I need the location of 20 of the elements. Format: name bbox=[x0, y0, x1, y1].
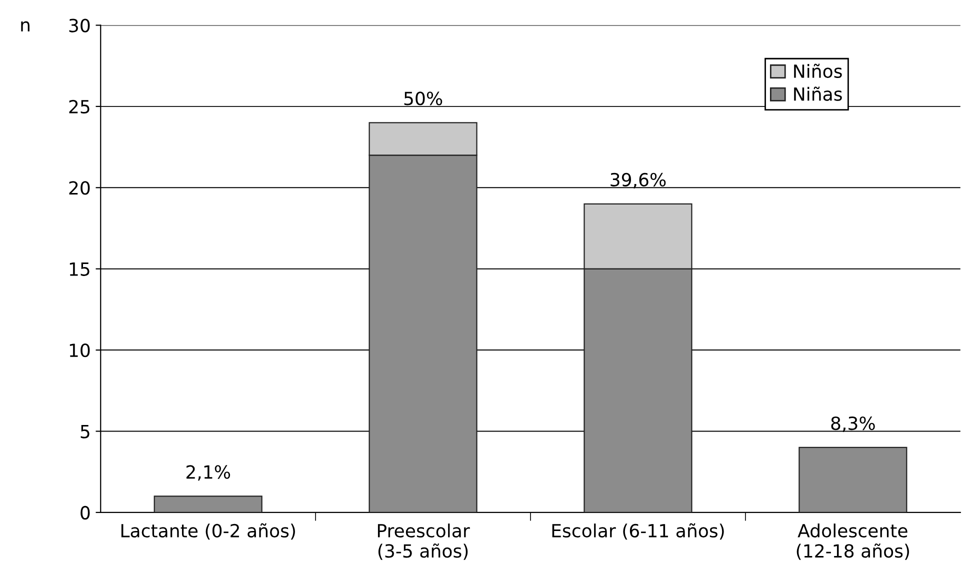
x-tick-label: Escolar (6-11 años) bbox=[552, 523, 724, 540]
y-tick-label: 0 bbox=[80, 506, 90, 520]
x-tick-label: Lactante (0-2 años) bbox=[121, 523, 295, 540]
annotation: 8,3% bbox=[831, 416, 875, 432]
y-tick-label: 5 bbox=[80, 424, 90, 438]
legend-label: Niños bbox=[794, 64, 842, 78]
bar bbox=[798, 446, 908, 512]
legend-label: Niñas bbox=[794, 86, 842, 101]
x-tick-label: Preescolar (3-5 años) bbox=[378, 524, 470, 560]
y-tick-label: 10 bbox=[70, 344, 90, 358]
y-tick-label: 15 bbox=[70, 262, 90, 276]
annotation: 39,6% bbox=[610, 172, 666, 188]
y-axis-title: n bbox=[21, 21, 30, 32]
annotation: 50% bbox=[404, 92, 442, 106]
x-tick-label: Adolescente (12-18 años) bbox=[796, 524, 909, 560]
y-tick-label: 30 bbox=[69, 18, 90, 32]
bar bbox=[154, 496, 262, 512]
annotation: 2,1% bbox=[186, 465, 230, 481]
y-tick-label: 25 bbox=[69, 100, 90, 114]
y-tick-label: 20 bbox=[69, 181, 90, 195]
